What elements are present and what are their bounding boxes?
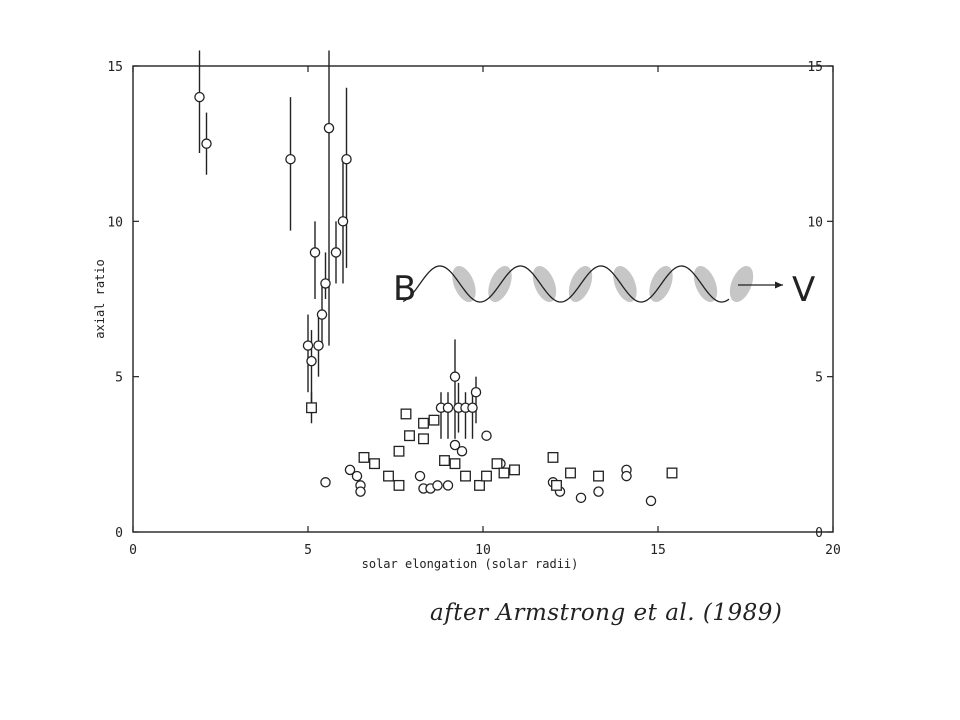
circle-marker — [320, 278, 331, 289]
square-marker — [383, 470, 394, 482]
y-axis-label: axial ratio — [93, 259, 107, 338]
circle-marker — [302, 340, 314, 351]
square-marker — [358, 451, 370, 463]
square-marker — [369, 458, 380, 470]
square-marker — [428, 414, 440, 426]
circle-marker — [285, 153, 296, 165]
velocity-label-v: V — [792, 270, 815, 310]
circle-marker — [344, 464, 356, 476]
plot-frame — [132, 65, 834, 533]
circle-marker — [575, 492, 587, 504]
velocity-arrowhead — [775, 281, 783, 289]
square-marker — [306, 402, 317, 414]
wave-lobe — [452, 265, 476, 303]
circle-marker — [323, 122, 335, 134]
square-marker — [400, 408, 412, 420]
circle-marker — [645, 495, 657, 507]
circle-marker — [470, 386, 482, 398]
y-tick-label: 5 — [115, 371, 123, 386]
y-tick-label-right: 5 — [815, 371, 823, 386]
x-tick-label: 10 — [475, 543, 491, 558]
circle-marker — [351, 470, 363, 482]
square-marker — [418, 433, 429, 445]
circle-marker — [456, 445, 468, 457]
circle-marker — [481, 430, 492, 441]
x-axis-label: solar elongation (solar radii) — [362, 557, 579, 571]
y-tick-label: 15 — [107, 60, 123, 75]
x-tick-label: 0 — [129, 543, 137, 558]
square-marker — [547, 451, 559, 463]
square-marker — [481, 470, 492, 482]
square-marker — [439, 455, 450, 466]
axis-ticks — [132, 65, 834, 533]
figure-caption: after Armstrong et al. (1989) — [430, 600, 783, 626]
circle-marker — [194, 91, 205, 103]
y-tick-label: 0 — [115, 526, 123, 541]
circle-marker — [341, 153, 352, 165]
field-wave-inset: B V — [393, 265, 815, 310]
circle-marker — [306, 355, 317, 367]
square-marker — [393, 445, 405, 457]
wave-lobe — [729, 265, 754, 303]
wave-lobe — [532, 265, 557, 303]
wave-lobe — [613, 265, 637, 303]
wave-lobe — [693, 265, 718, 303]
circle-marker — [621, 470, 632, 482]
square-marker — [498, 467, 510, 479]
square-marker — [393, 479, 405, 491]
data-markers — [194, 91, 678, 507]
circle-marker — [316, 309, 328, 320]
circle-marker — [414, 470, 426, 482]
circle-marker — [337, 216, 349, 227]
square-marker — [509, 464, 520, 476]
error-bars — [198, 50, 477, 439]
circle-marker — [432, 480, 443, 491]
wave-lobes — [452, 265, 754, 303]
circle-marker — [449, 371, 461, 382]
x-tick-label: 5 — [304, 543, 312, 558]
square-marker — [565, 467, 576, 479]
x-tick-label: 20 — [825, 543, 841, 558]
circle-marker — [309, 247, 321, 258]
circle-marker — [449, 439, 461, 451]
circle-marker — [313, 340, 324, 351]
circle-marker — [330, 247, 342, 258]
circle-marker — [467, 402, 478, 413]
circle-marker — [442, 480, 454, 491]
circle-marker — [201, 138, 212, 149]
square-marker — [449, 458, 461, 470]
y-tick-label: 10 — [107, 215, 123, 230]
square-marker — [491, 458, 503, 470]
circle-marker — [320, 477, 331, 488]
square-marker — [551, 479, 562, 491]
circle-marker — [355, 486, 366, 497]
sine-wave — [402, 265, 730, 303]
circle-marker — [593, 486, 604, 497]
y-tick-label-right: 10 — [807, 215, 823, 230]
field-label-b: B — [393, 269, 416, 309]
square-marker — [418, 417, 429, 429]
square-marker — [474, 479, 485, 491]
circle-marker — [442, 402, 454, 413]
x-tick-label: 15 — [650, 543, 666, 558]
square-marker — [593, 470, 604, 482]
square-marker — [666, 467, 678, 479]
y-tick-label-right: 0 — [815, 526, 823, 541]
square-marker — [460, 470, 471, 482]
y-tick-label-right: 15 — [807, 60, 823, 75]
square-marker — [404, 430, 415, 442]
